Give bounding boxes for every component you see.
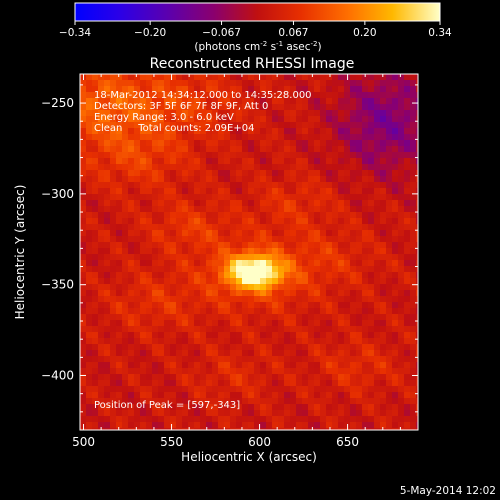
y-tick-label: −300 xyxy=(41,187,74,201)
colorbar-unit-label: (photons cm-2 s-1 asec-2) xyxy=(194,40,321,53)
chart-title: Reconstructed RHESSI Image xyxy=(150,56,355,72)
colorbar-tick-label: 0.34 xyxy=(428,27,452,39)
x-tick-label: 600 xyxy=(248,435,271,449)
y-tick-label: −400 xyxy=(41,369,74,383)
info-line-detectors: Detectors: 3F 5F 6F 7F 8F 9F, Att 0 xyxy=(94,101,268,112)
y-tick-label: −350 xyxy=(41,278,74,292)
axis-ticks xyxy=(80,74,419,430)
y-tick-labels: −250 −300 −350 −400 xyxy=(41,96,74,382)
peak-position-label: Position of Peak = [597,-343] xyxy=(94,400,240,411)
info-line-energy: Energy Range: 3.0 - 6.0 keV xyxy=(94,112,234,123)
colorbar-tick-label: −0.20 xyxy=(134,27,166,39)
colorbar-ticks xyxy=(74,21,441,25)
info-line-counts: Clean Total counts: 2.09E+04 xyxy=(94,123,254,134)
y-tick-label: −250 xyxy=(41,96,74,110)
x-tick-label: 500 xyxy=(72,435,95,449)
colorbar-tick-labels: −0.34 −0.20 −0.067 0.067 0.20 0.34 xyxy=(59,27,452,39)
x-tick-labels: 500 550 600 650 xyxy=(72,435,359,449)
x-tick-label: 550 xyxy=(160,435,183,449)
x-tick-label: 650 xyxy=(336,435,359,449)
colorbar-tick-label: 0.20 xyxy=(353,27,376,39)
colorbar-tick-label: −0.34 xyxy=(59,27,91,39)
footer-date: 5-May-2014 12:02 xyxy=(400,485,496,497)
colorbar xyxy=(74,2,441,22)
x-axis-label: Heliocentric X (arcsec) xyxy=(181,450,317,464)
observation-info: 18-Mar-2012 14:34:12.000 to 14:35:28.000… xyxy=(94,90,312,134)
y-axis-label: Heliocentric Y (arcsec) xyxy=(13,185,27,320)
info-line-time: 18-Mar-2012 14:34:12.000 to 14:35:28.000 xyxy=(94,90,312,101)
colorbar-tick-label: −0.067 xyxy=(202,27,241,39)
heatmap-image xyxy=(80,74,418,430)
plot-frame xyxy=(79,73,419,431)
colorbar-tick-label: 0.067 xyxy=(278,27,308,39)
